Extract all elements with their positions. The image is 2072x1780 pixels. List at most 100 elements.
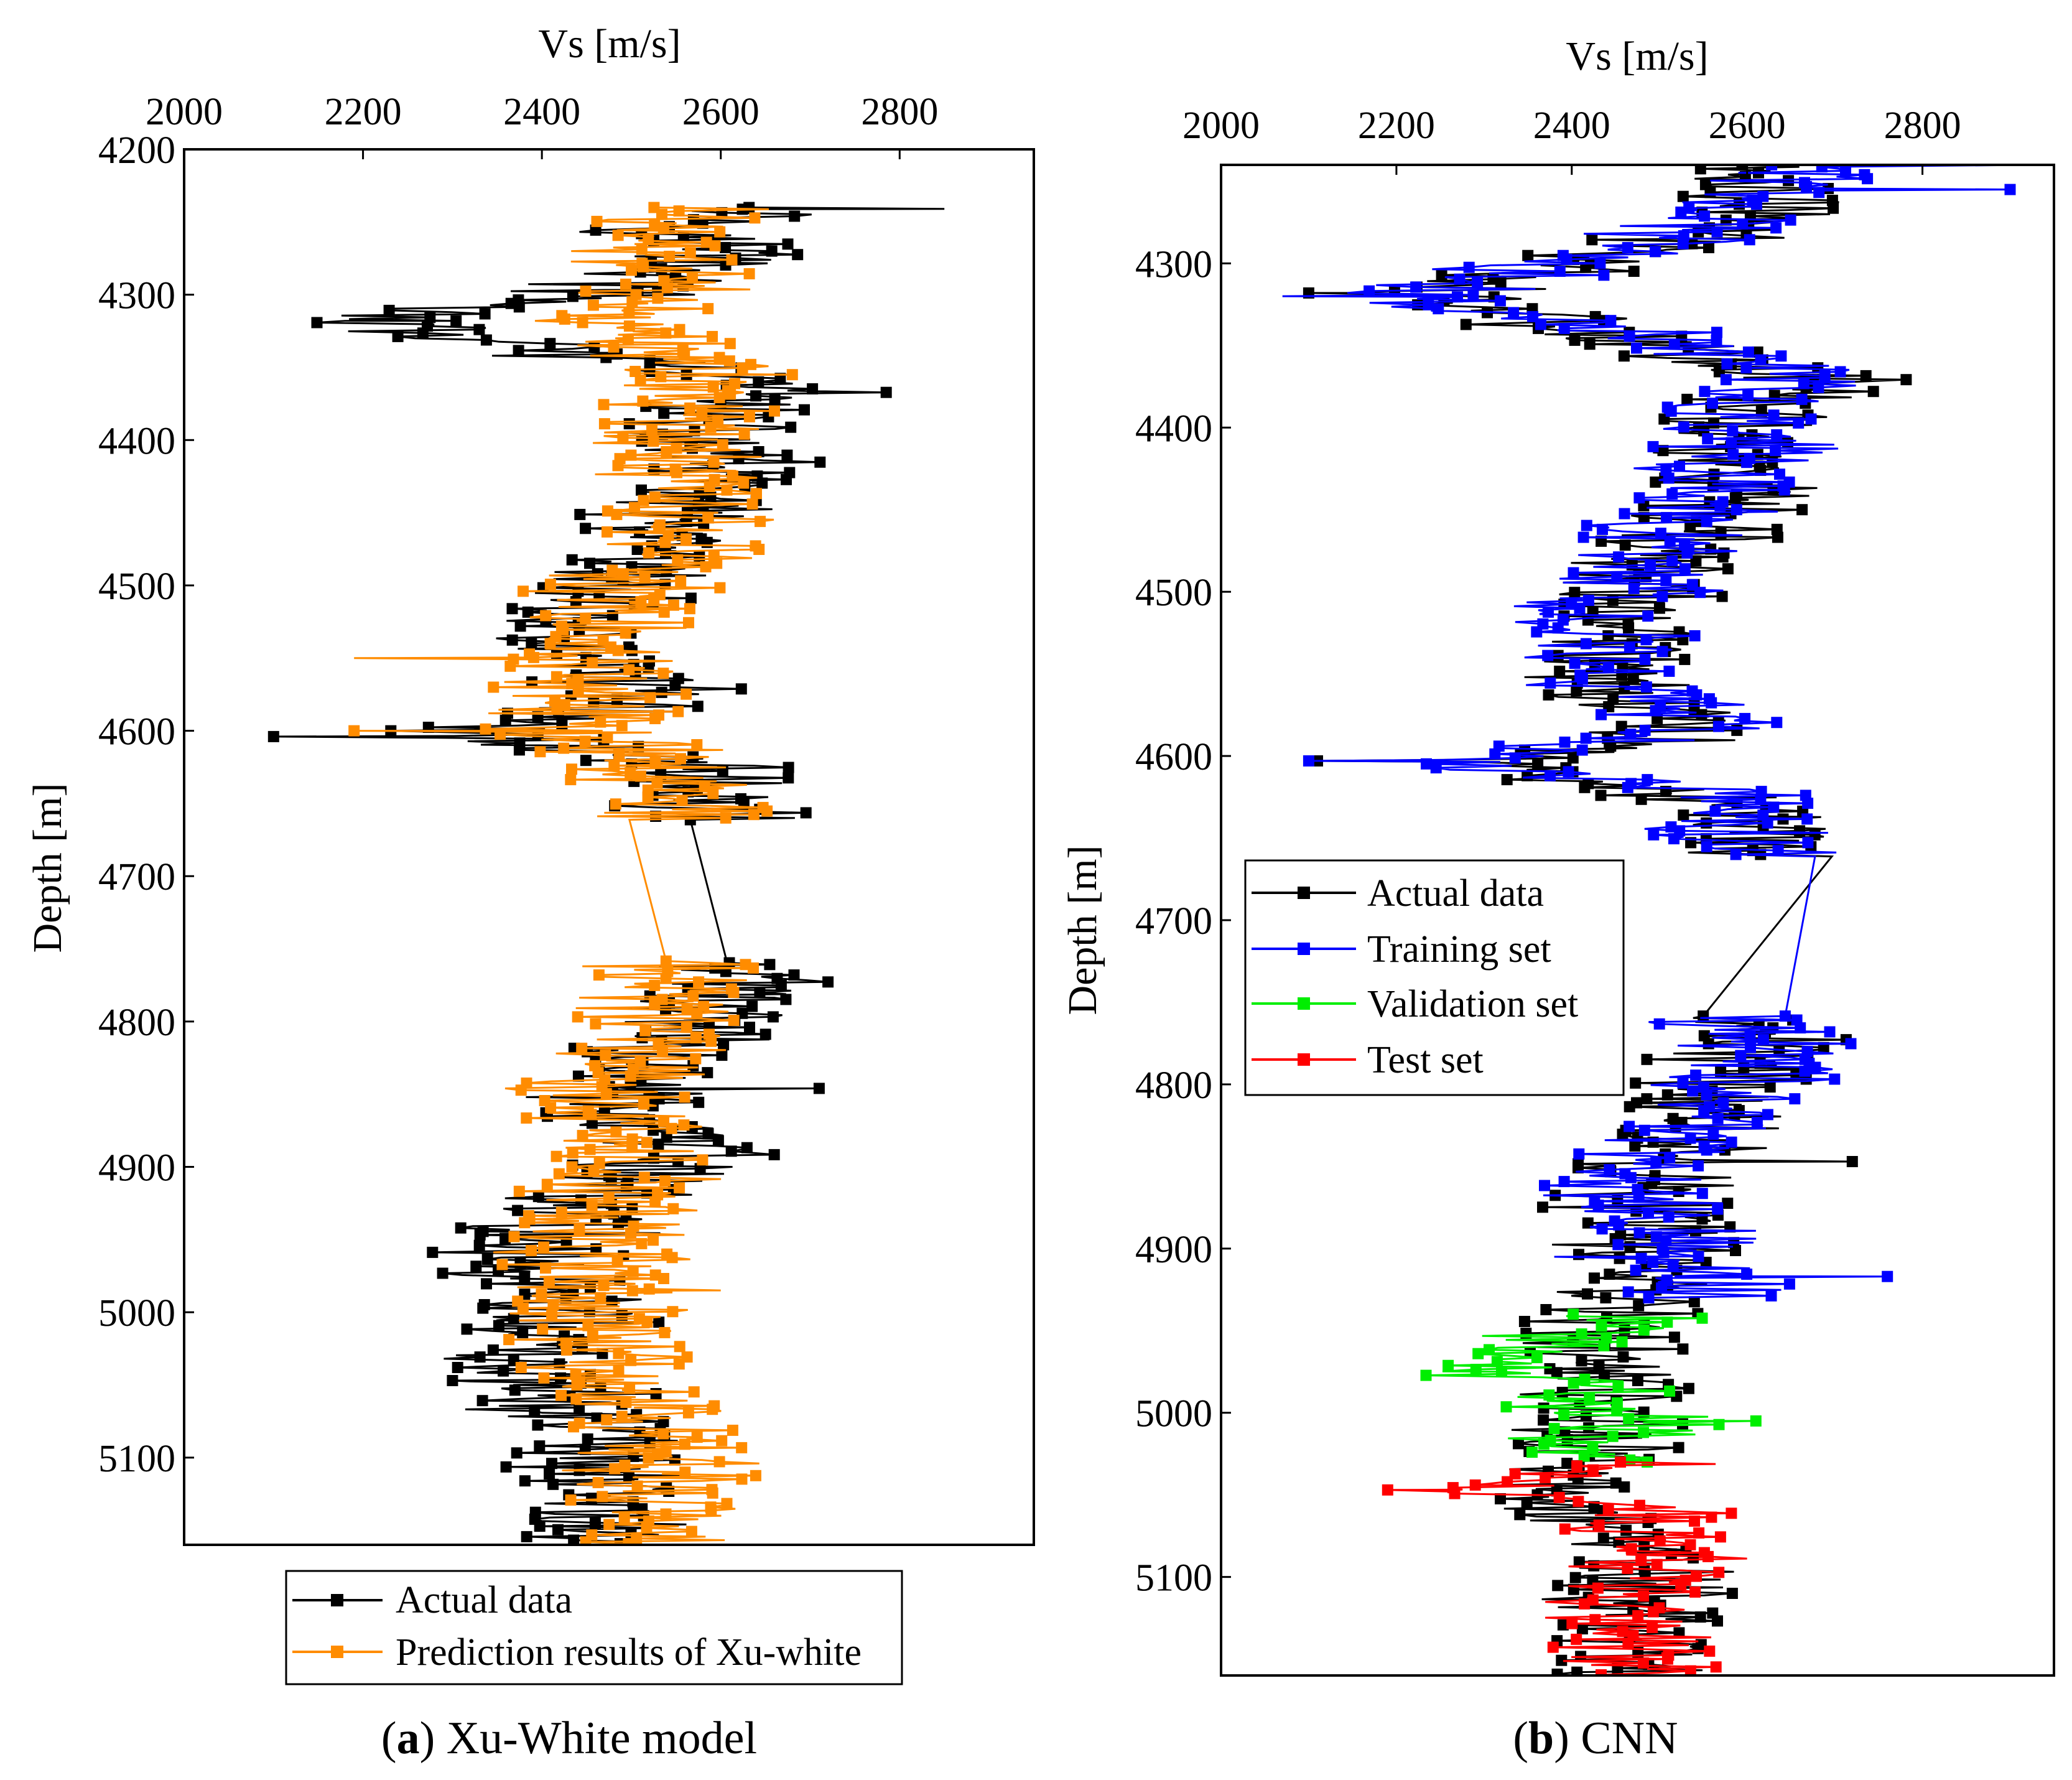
panel-b-test-set-marker — [1691, 1570, 1702, 1582]
panel-b-test-set-marker — [1684, 1539, 1696, 1550]
panel-a-y-axis: 4200 4300 4400 4500 4600 4700 4800 4900 5000 5100 — [98, 129, 194, 1480]
panel-a-prediction-results-of-xu-white-marker — [638, 1098, 649, 1110]
panel-a-actual-data-marker — [567, 291, 578, 302]
panel-a-x-axis: 2000 2200 2400 2600 2800 — [146, 91, 938, 159]
panel-a-prediction-results-of-xu-white-marker — [751, 488, 762, 500]
panel-b-legend-marker-validation — [1298, 997, 1310, 1010]
panel-a-prediction-results-of-xu-white-marker — [624, 1382, 636, 1394]
panel-b-validation-set-marker — [1538, 1438, 1549, 1450]
panel-b-training-set-marker — [1489, 748, 1501, 760]
panel-a-prediction-results-of-xu-white-marker — [657, 223, 669, 235]
panel-b-training-set-marker — [1687, 1085, 1699, 1097]
panel-b-training-set-marker — [1778, 484, 1790, 496]
panel-b-actual-data-marker — [1595, 790, 1607, 801]
panel-a-prediction-results-of-xu-white-marker — [707, 1404, 718, 1415]
panel-a-prediction-results-of-xu-white-marker — [496, 1259, 508, 1270]
panel-a-prediction-results-of-xu-white-marker — [684, 603, 695, 615]
panel-a-prediction-results-of-xu-white-marker — [649, 713, 661, 724]
panel-a-actual-data-marker — [702, 1067, 713, 1079]
panel-b-training-set-marker — [1463, 261, 1475, 273]
panel-b-training-set-marker — [1840, 165, 1851, 177]
panel-a-prediction-results-of-xu-white-marker — [625, 449, 637, 461]
panel-a-prediction-results-of-xu-white-marker — [625, 1070, 636, 1082]
panel-a-prediction-results-of-xu-white-marker — [612, 230, 624, 241]
panel-b-actual-data-marker — [1867, 386, 1879, 398]
panel-a-actual-data-marker — [591, 1412, 603, 1424]
panel-a-prediction-results-of-xu-white-marker — [570, 1393, 582, 1405]
panel-a-prediction-results-of-xu-white-marker — [620, 627, 631, 639]
panel-a-actual-data-marker — [694, 488, 705, 500]
panel-b-test-set-marker — [1553, 1491, 1565, 1503]
panel-a-actual-data-marker — [584, 557, 595, 569]
panel-a-actual-data-marker — [606, 1295, 618, 1307]
panel-a-actual-data-marker — [800, 807, 812, 819]
panel-b-actual-data-marker — [1514, 1509, 1526, 1521]
panel-b-legend-label-validation: Validation set — [1367, 983, 1578, 1025]
panel-a-prediction-results-of-xu-white-marker — [641, 1316, 653, 1328]
panel-a-actual-data-marker — [566, 554, 578, 566]
panel-a-prediction-results-of-xu-white-marker — [572, 685, 584, 697]
panel-a-actual-data-marker — [487, 1344, 499, 1356]
panel-a-prediction-results-of-xu-white-marker — [666, 1122, 677, 1134]
panel-b-training-set-marker — [1771, 717, 1783, 729]
panel-a-caption-text: ) Xu-White model — [420, 1713, 758, 1764]
panel-b-actual-data-marker — [1597, 1532, 1609, 1544]
panel-b-actual-data-marker — [1569, 1572, 1581, 1583]
panel-a-prediction-results-of-xu-white-marker — [629, 501, 640, 513]
panel-a-actual-data-marker — [669, 679, 681, 691]
panel-b-training-set-marker — [1674, 460, 1685, 472]
panel-a-prediction-results-of-xu-white-marker — [666, 1252, 678, 1264]
panel-b-actual-data-marker — [1708, 468, 1720, 480]
panel-a-prediction-results-of-xu-white-marker — [644, 692, 656, 704]
panel-b-validation-set-marker — [1638, 1427, 1649, 1438]
panel-b-training-set-marker — [1762, 817, 1773, 829]
panel-a-actual-data-marker — [552, 1524, 564, 1535]
panel-a-prediction-results-of-xu-white-marker — [602, 732, 613, 743]
panel-b-training-set-marker — [1638, 1124, 1650, 1136]
panel-b-actual-data-marker — [1657, 445, 1669, 457]
panel-a-prediction-results-of-xu-white-marker — [638, 261, 649, 273]
panel-a-prediction-results-of-xu-white-marker — [637, 395, 649, 407]
panel-b-training-set-marker — [1611, 571, 1623, 582]
panel-a-prediction-results-of-xu-white-marker — [618, 1512, 630, 1524]
panel-b-training-set-marker — [1645, 559, 1656, 571]
panel-a-prediction-results-of-xu-white-marker — [708, 456, 720, 468]
panel-a-y-axis-title: Depth [m] — [25, 783, 70, 953]
panel-a-prediction-results-of-xu-white-marker — [515, 1362, 527, 1373]
panel-a-x-axis-title: Vs [m/s] — [538, 21, 681, 67]
panel-b-training-set-marker — [1597, 523, 1608, 535]
panel-b-actual-data-marker — [1668, 1331, 1680, 1343]
panel-b-training-set-marker — [1824, 1026, 1836, 1038]
panel-a-actual-data-marker — [744, 1022, 755, 1033]
panel-b-training-set-marker — [1765, 1290, 1777, 1302]
panel-b-training-set-marker — [1775, 350, 1787, 362]
panel-a-caption-letter: a — [397, 1713, 420, 1764]
panel-a-prediction-results-of-xu-white-marker — [544, 638, 556, 650]
panel-a-prediction-results-of-xu-white-marker — [724, 338, 736, 350]
panel-a-prediction-results-of-xu-white-marker — [655, 371, 667, 383]
panel-a-prediction-results-of-xu-white-marker — [674, 1341, 685, 1353]
panel-a-prediction-results-of-xu-white-marker — [743, 411, 755, 422]
panel-a-prediction-results-of-xu-white-marker — [746, 498, 758, 510]
panel-b-training-set-marker — [1656, 1282, 1668, 1294]
panel-b-test-set-marker — [1654, 1535, 1666, 1547]
panel-b-actual-data-marker — [1828, 202, 1839, 214]
panel-a-prediction-results-of-xu-white-marker — [646, 425, 657, 437]
panel-b-test-set-marker — [1625, 1543, 1637, 1555]
panel-b-training-set-marker — [1668, 833, 1679, 845]
panel-a-actual-data-marker — [529, 1405, 541, 1417]
panel-a-prediction-results-of-xu-white-marker — [616, 720, 628, 732]
panel-b-validation-set-marker — [1579, 1373, 1591, 1385]
panel-b-caption-letter: b — [1528, 1713, 1554, 1764]
panel-a-actual-data-marker — [546, 1458, 557, 1470]
panel-a-actual-data-marker — [521, 1531, 532, 1542]
panel-a-actual-data-marker — [623, 1471, 634, 1483]
panel-a-prediction-results-of-xu-white-marker — [566, 763, 577, 775]
panel-a-prediction-results-of-xu-white-marker — [700, 561, 712, 572]
panel-b-training-set-marker — [1744, 234, 1755, 246]
panel-b-actual-data-marker — [1567, 752, 1579, 764]
panel-b-training-set-marker — [1543, 606, 1554, 618]
panel-b-y-tick-label-4800: 4800 — [1135, 1065, 1212, 1107]
panel-a-actual-data-marker — [789, 210, 801, 222]
panel-b-actual-data-marker — [1582, 614, 1594, 626]
